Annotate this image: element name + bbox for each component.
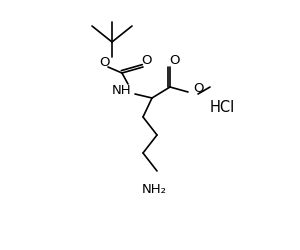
Text: O: O: [193, 82, 203, 96]
Text: O: O: [141, 54, 151, 66]
Text: NH: NH: [112, 84, 132, 96]
Text: NH₂: NH₂: [142, 183, 167, 196]
Text: HCl: HCl: [209, 100, 235, 114]
Text: O: O: [169, 54, 179, 68]
Text: O: O: [99, 56, 109, 68]
